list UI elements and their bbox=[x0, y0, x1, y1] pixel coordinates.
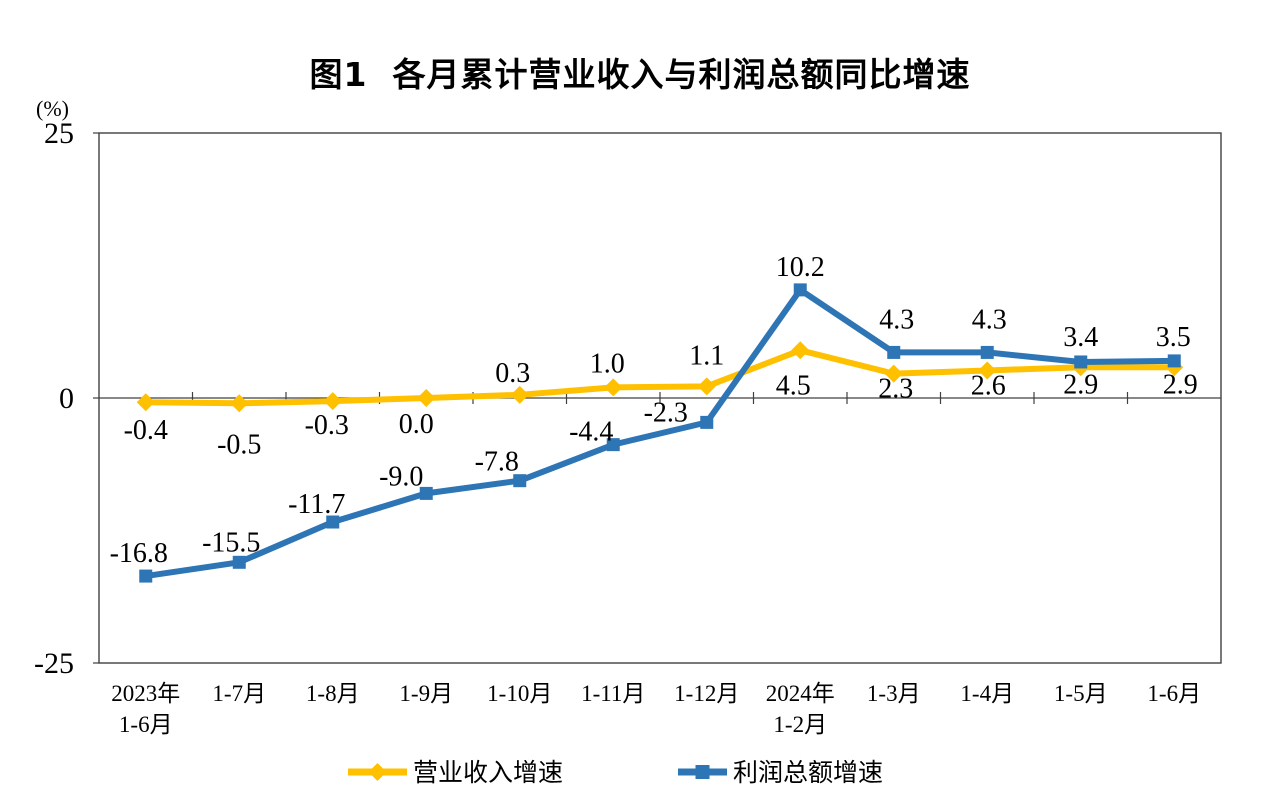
square-marker bbox=[1167, 354, 1181, 368]
diamond-marker bbox=[136, 393, 155, 412]
diamond-marker bbox=[417, 389, 436, 407]
square-marker bbox=[139, 569, 153, 583]
square-marker bbox=[887, 345, 901, 359]
x-category-label: 1-12月 bbox=[674, 681, 739, 706]
diamond-marker bbox=[604, 378, 623, 397]
x-category-label: 1-3月 bbox=[867, 681, 921, 706]
diamond-marker bbox=[230, 394, 249, 413]
legend-diamond-marker bbox=[368, 763, 387, 781]
x-category-label: 1-5月 bbox=[1054, 681, 1108, 706]
diamond-marker bbox=[884, 364, 903, 383]
legend-label: 利润总额增速 bbox=[733, 759, 883, 787]
data-label: 10.2 bbox=[776, 252, 825, 283]
x-category-label: 1-10月 bbox=[487, 681, 552, 706]
data-label: 3.5 bbox=[1156, 322, 1191, 353]
y-tick-label: 0 bbox=[59, 382, 74, 415]
data-label: -15.5 bbox=[202, 527, 260, 558]
diamond-marker bbox=[697, 377, 716, 396]
data-label: -2.3 bbox=[644, 397, 688, 428]
diamond-marker bbox=[510, 385, 529, 404]
series-line-1 bbox=[142, 286, 1178, 580]
data-label: 4.3 bbox=[879, 304, 914, 335]
data-label: 2.6 bbox=[971, 370, 1006, 401]
data-label: 1.0 bbox=[590, 348, 625, 379]
x-category-label: 2024年 bbox=[766, 681, 835, 706]
x-category-label: 1-9月 bbox=[399, 681, 453, 706]
diamond-marker bbox=[791, 341, 810, 360]
square-marker bbox=[980, 345, 994, 359]
square-marker bbox=[419, 486, 433, 500]
square-marker bbox=[793, 283, 807, 297]
data-label: 0.0 bbox=[399, 409, 434, 440]
x-category-label: 1-2月 bbox=[773, 712, 827, 737]
diamond-marker bbox=[978, 361, 997, 380]
chart-title: 图1 各月累计营业收入与利润总额同比增速 bbox=[309, 55, 971, 94]
data-label: 2.9 bbox=[1163, 369, 1198, 400]
data-label: 4.5 bbox=[776, 370, 811, 401]
square-marker bbox=[606, 438, 620, 452]
x-category-label: 1-7月 bbox=[212, 681, 266, 706]
x-category-label: 1-11月 bbox=[581, 681, 645, 706]
y-axis-unit-label: (%) bbox=[36, 96, 69, 121]
data-label: 2.3 bbox=[878, 374, 913, 405]
data-label: -0.5 bbox=[217, 429, 261, 460]
data-label: -0.3 bbox=[305, 410, 349, 441]
x-category-label: 2023年 bbox=[111, 681, 180, 706]
data-label: 3.4 bbox=[1063, 322, 1098, 353]
square-marker bbox=[232, 555, 246, 569]
data-label: 2.9 bbox=[1063, 369, 1098, 400]
data-label: 1.1 bbox=[689, 340, 724, 371]
x-category-label: 1-8月 bbox=[306, 681, 360, 706]
series-line-0 bbox=[142, 347, 1178, 407]
data-label: -11.7 bbox=[288, 489, 345, 520]
square-marker bbox=[700, 415, 714, 429]
legend-label: 营业收入增速 bbox=[413, 759, 563, 787]
diamond-marker bbox=[323, 392, 342, 411]
data-label: -9.0 bbox=[379, 461, 423, 492]
data-label: 4.3 bbox=[972, 304, 1007, 335]
data-label: -16.8 bbox=[110, 538, 168, 569]
square-marker bbox=[326, 515, 340, 529]
square-marker bbox=[513, 474, 527, 488]
x-category-label: 1-4月 bbox=[960, 681, 1014, 706]
data-label: 0.3 bbox=[495, 358, 530, 389]
legend-square-marker bbox=[695, 765, 710, 779]
data-label: -0.4 bbox=[124, 415, 168, 446]
data-label: -4.4 bbox=[569, 417, 613, 448]
x-category-label: 1-6月 bbox=[119, 712, 173, 737]
y-tick-label: -25 bbox=[34, 647, 74, 680]
square-marker bbox=[1074, 355, 1088, 369]
data-label: -7.8 bbox=[475, 447, 519, 478]
x-category-label: 1-6月 bbox=[1147, 681, 1201, 706]
y-tick-label: 25 bbox=[44, 117, 74, 150]
